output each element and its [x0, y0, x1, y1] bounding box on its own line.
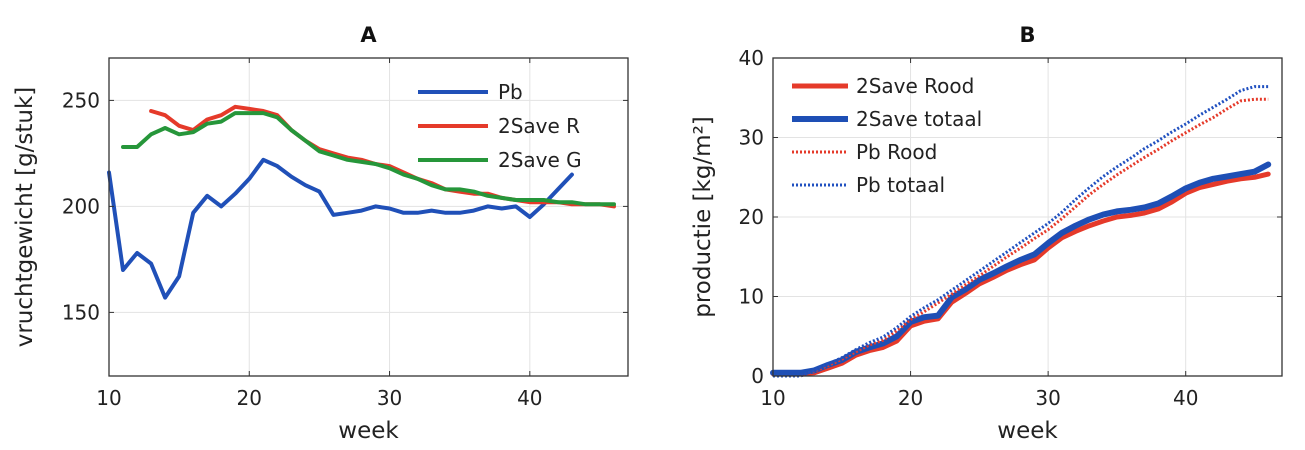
y-tick-label: 250 [62, 88, 100, 112]
series-line-2save-g [121, 111, 616, 207]
x-tick-label: 40 [1173, 386, 1198, 410]
x-tick-label: 30 [377, 386, 402, 410]
x-tick-label: 10 [760, 386, 785, 410]
x-tick-label: 40 [517, 386, 542, 410]
x-axis-label: week [997, 418, 1058, 444]
y-axis-label: productie [kg/m²] [690, 116, 716, 318]
series-line-pb-totaal [773, 85, 1269, 378]
series-line-pb-rood [773, 97, 1269, 378]
y-tick-label: 0 [751, 364, 764, 388]
x-tick-label: 20 [898, 386, 923, 410]
y-tick-label: 20 [739, 205, 764, 229]
panel-title: A [360, 23, 377, 47]
x-tick-label: 10 [96, 386, 121, 410]
legend: 2Save Rood 2Save totaal Pb Rood Pb totaal [792, 74, 982, 197]
legend-entry: 2Save Rood [856, 74, 974, 98]
legend-entry: Pb Rood [856, 140, 937, 164]
series-line-2save-totaal [770, 161, 1272, 376]
legend: Pb 2Save R 2Save G [418, 80, 582, 172]
y-tick-label: 150 [62, 300, 100, 324]
legend-entry: 2Save totaal [856, 107, 982, 131]
legend-entry: Pb totaal [856, 173, 945, 197]
y-tick-label: 40 [739, 46, 764, 70]
panel-title: B [1019, 23, 1035, 47]
y-tick-label: 30 [739, 126, 764, 150]
legend-entry: 2Save R [498, 114, 580, 138]
y-tick-label: 200 [62, 194, 100, 218]
legend-entry: Pb [498, 80, 523, 104]
y-tick-label: 10 [739, 285, 764, 309]
y-axis-label: vruchtgewicht [g/stuk] [12, 87, 38, 348]
legend-entry: 2Save G [498, 148, 582, 172]
x-tick-label: 30 [1035, 386, 1060, 410]
series-line-pb [107, 157, 574, 300]
x-tick-label: 20 [237, 386, 262, 410]
x-axis-label: week [338, 418, 399, 444]
axes-frame [108, 57, 629, 377]
series-line-2save-rood [770, 171, 1271, 377]
